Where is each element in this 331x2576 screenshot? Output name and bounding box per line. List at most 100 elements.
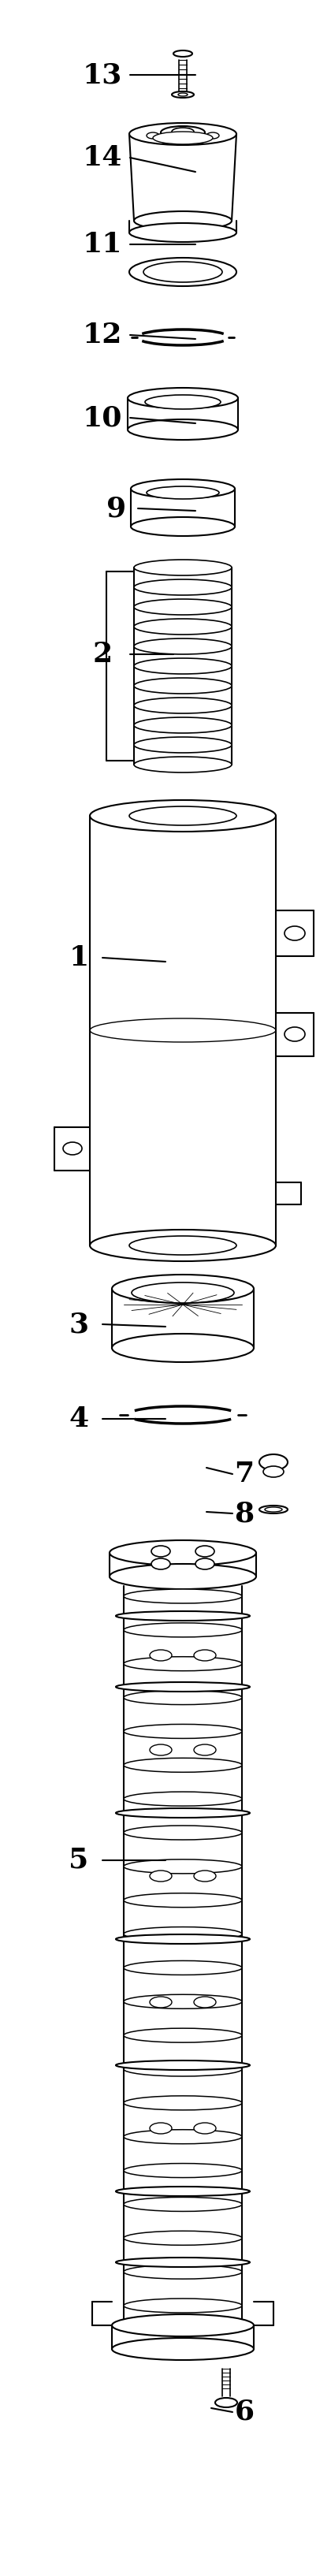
Ellipse shape xyxy=(124,1757,242,1772)
Ellipse shape xyxy=(112,1275,254,1303)
Ellipse shape xyxy=(129,1236,236,1255)
Ellipse shape xyxy=(134,677,232,693)
Ellipse shape xyxy=(90,1229,276,1262)
Ellipse shape xyxy=(124,1893,242,1906)
Ellipse shape xyxy=(263,1466,284,1476)
Ellipse shape xyxy=(131,518,235,536)
Ellipse shape xyxy=(63,1141,82,1154)
Ellipse shape xyxy=(124,1623,242,1638)
Ellipse shape xyxy=(195,1546,214,1556)
Ellipse shape xyxy=(90,1018,276,1043)
Text: 7: 7 xyxy=(234,1461,254,1486)
Ellipse shape xyxy=(124,1960,242,1976)
Ellipse shape xyxy=(128,389,238,410)
Ellipse shape xyxy=(259,1455,288,1471)
Ellipse shape xyxy=(150,1649,172,1662)
Ellipse shape xyxy=(134,639,232,654)
Ellipse shape xyxy=(134,757,232,773)
Ellipse shape xyxy=(172,129,194,137)
Ellipse shape xyxy=(143,263,222,283)
Ellipse shape xyxy=(153,131,213,144)
Ellipse shape xyxy=(116,1682,250,1692)
Ellipse shape xyxy=(207,131,219,139)
Ellipse shape xyxy=(129,224,236,242)
Ellipse shape xyxy=(173,52,192,57)
Ellipse shape xyxy=(147,487,219,500)
Ellipse shape xyxy=(265,1507,282,1512)
Ellipse shape xyxy=(112,2313,254,2336)
Ellipse shape xyxy=(195,1558,214,1569)
Text: 2: 2 xyxy=(93,641,112,667)
Ellipse shape xyxy=(124,1860,242,1873)
Ellipse shape xyxy=(116,1935,250,1945)
Ellipse shape xyxy=(194,1870,216,1880)
Ellipse shape xyxy=(132,1283,234,1303)
Ellipse shape xyxy=(124,2164,242,2177)
Ellipse shape xyxy=(124,1927,242,1942)
Ellipse shape xyxy=(124,2298,242,2313)
Ellipse shape xyxy=(124,2130,242,2143)
Ellipse shape xyxy=(134,618,232,634)
Ellipse shape xyxy=(131,479,235,497)
Ellipse shape xyxy=(151,1558,170,1569)
Ellipse shape xyxy=(124,1994,242,2009)
Ellipse shape xyxy=(147,131,159,139)
Ellipse shape xyxy=(128,420,238,440)
Ellipse shape xyxy=(145,394,221,410)
Ellipse shape xyxy=(116,2061,250,2071)
Text: 10: 10 xyxy=(82,404,122,430)
Ellipse shape xyxy=(194,1996,216,2007)
Ellipse shape xyxy=(194,1649,216,1662)
Text: 4: 4 xyxy=(69,1406,89,1432)
Ellipse shape xyxy=(178,93,188,95)
Ellipse shape xyxy=(161,137,173,144)
Text: 1: 1 xyxy=(69,945,89,971)
Ellipse shape xyxy=(129,124,236,144)
Ellipse shape xyxy=(134,580,232,595)
Ellipse shape xyxy=(112,2339,254,2360)
Ellipse shape xyxy=(124,1589,242,1602)
Ellipse shape xyxy=(124,1826,242,1839)
Ellipse shape xyxy=(172,90,194,98)
Ellipse shape xyxy=(134,716,232,734)
Ellipse shape xyxy=(116,1610,250,1620)
Ellipse shape xyxy=(285,927,305,940)
Ellipse shape xyxy=(134,559,232,574)
Text: 14: 14 xyxy=(83,144,122,170)
Ellipse shape xyxy=(150,1744,172,1754)
Ellipse shape xyxy=(150,1870,172,1880)
Ellipse shape xyxy=(112,1334,254,1363)
Ellipse shape xyxy=(134,211,232,229)
Ellipse shape xyxy=(134,659,232,675)
Ellipse shape xyxy=(192,137,205,144)
Ellipse shape xyxy=(161,126,205,139)
Ellipse shape xyxy=(194,2123,216,2133)
Ellipse shape xyxy=(116,2187,250,2197)
Ellipse shape xyxy=(129,806,236,824)
Ellipse shape xyxy=(124,1656,242,1672)
Ellipse shape xyxy=(194,1744,216,1754)
Text: 11: 11 xyxy=(82,232,122,258)
Ellipse shape xyxy=(124,2231,242,2246)
Text: 9: 9 xyxy=(107,495,126,523)
Ellipse shape xyxy=(134,698,232,714)
Ellipse shape xyxy=(124,1723,242,1739)
Ellipse shape xyxy=(124,2097,242,2110)
Ellipse shape xyxy=(124,2061,242,2076)
Ellipse shape xyxy=(259,1504,288,1515)
Ellipse shape xyxy=(116,1808,250,1819)
Text: 5: 5 xyxy=(69,1847,89,1873)
Text: 13: 13 xyxy=(83,62,122,88)
Text: 3: 3 xyxy=(69,1311,89,1337)
Ellipse shape xyxy=(116,2257,250,2267)
Ellipse shape xyxy=(110,1564,256,1589)
Ellipse shape xyxy=(215,2398,237,2409)
Ellipse shape xyxy=(90,801,276,832)
Ellipse shape xyxy=(129,258,236,286)
Text: 8: 8 xyxy=(234,1499,254,1528)
Ellipse shape xyxy=(124,1690,242,1705)
Ellipse shape xyxy=(124,2027,242,2043)
Ellipse shape xyxy=(134,600,232,616)
Ellipse shape xyxy=(151,1546,170,1556)
Text: 12: 12 xyxy=(83,322,122,348)
